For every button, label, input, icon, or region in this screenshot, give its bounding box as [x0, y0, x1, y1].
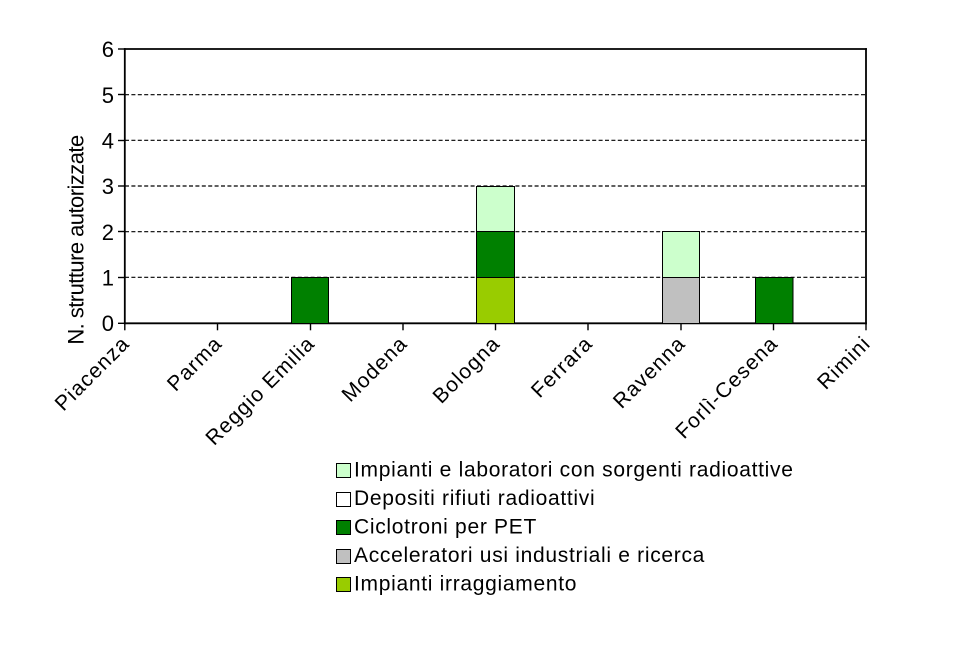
svg-text:Depositi rifiuti radioattivi: Depositi rifiuti radioattivi: [354, 487, 595, 510]
svg-text:6: 6: [102, 37, 114, 62]
svg-text:2: 2: [102, 220, 114, 245]
svg-text:3: 3: [102, 174, 114, 199]
svg-text:5: 5: [102, 83, 114, 108]
svg-text:Impianti irraggiamento: Impianti irraggiamento: [354, 573, 577, 596]
svg-text:4: 4: [102, 129, 114, 154]
svg-text:Impianti e laboratori con sorg: Impianti e laboratori con sorgenti radio…: [354, 459, 794, 482]
svg-text:N. strutture autorizzate: N. strutture autorizzate: [64, 135, 89, 345]
svg-text:0: 0: [102, 311, 114, 336]
svg-text:1: 1: [102, 266, 114, 291]
svg-text:Acceleratori usi industriali e: Acceleratori usi industriali e ricerca: [354, 544, 705, 567]
svg-text:Ciclotroni per PET: Ciclotroni per PET: [354, 516, 537, 539]
